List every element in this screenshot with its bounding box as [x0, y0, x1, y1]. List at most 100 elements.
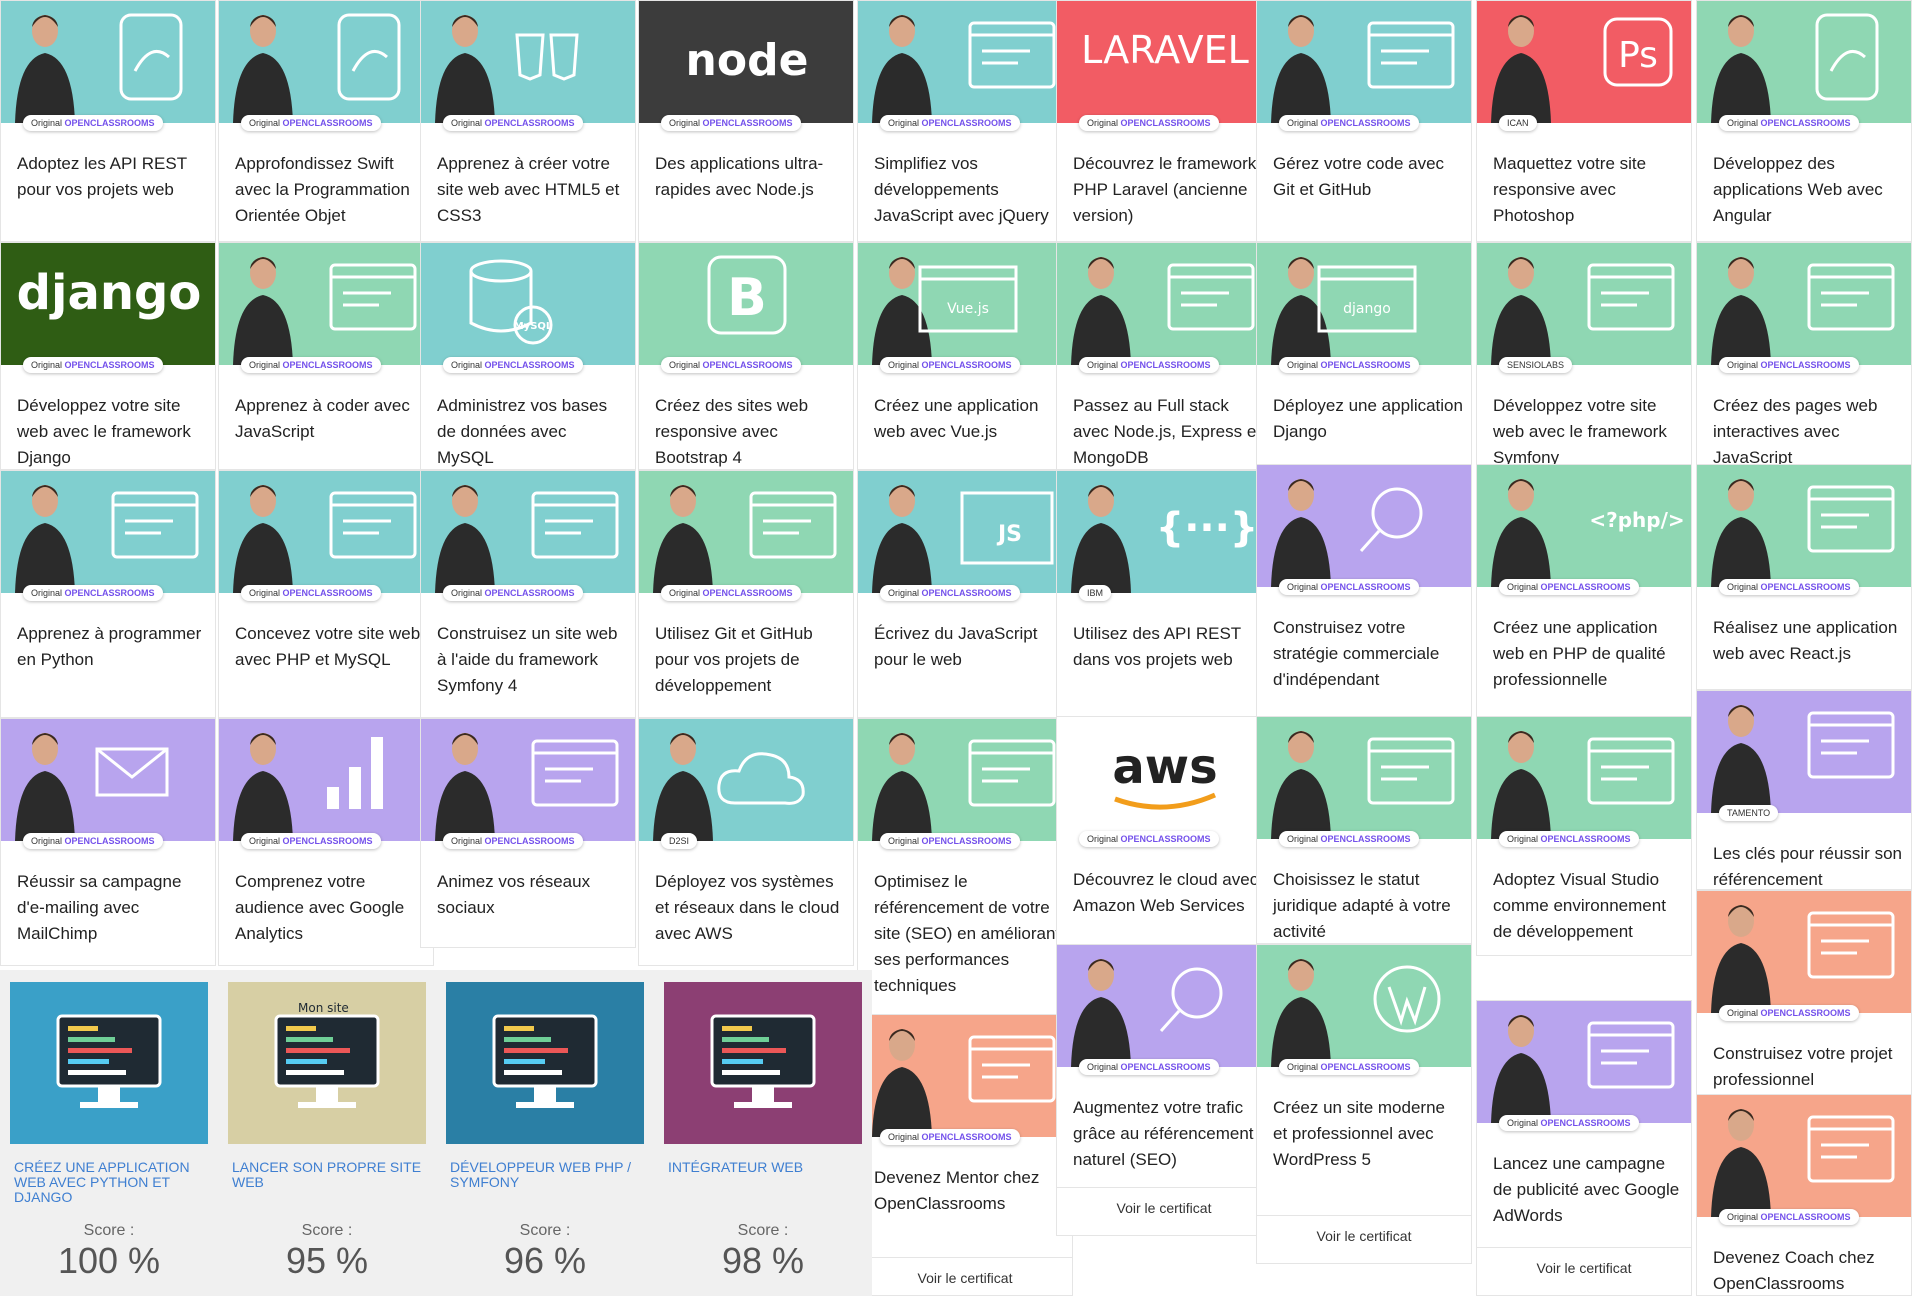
course-title[interactable]: Créez des sites web responsive avec Boot… — [655, 396, 809, 467]
course-title[interactable]: Les clés pour réussir son référencement — [1713, 844, 1902, 889]
course-title[interactable]: Développez votre site web avec le framew… — [1493, 396, 1667, 467]
course-card[interactable]: Original OPENCLASSROOMS Créez un site mod… — [1256, 944, 1472, 1264]
course-title[interactable]: Maquettez votre site responsive avec Pho… — [1493, 154, 1647, 225]
view-certificate-link[interactable]: Voir le certificat — [858, 1257, 1072, 1286]
course-title[interactable]: Écrivez du JavaScript pour le web — [874, 624, 1038, 669]
course-card[interactable]: Original OPENCLASSROOMS Simplifiez vos dé… — [857, 0, 1073, 242]
course-title[interactable]: Augmentez votre trafic grâce au référenc… — [1073, 1098, 1254, 1169]
course-title[interactable]: Concevez votre site web avec PHP et MySQ… — [235, 624, 421, 669]
course-title[interactable]: Optimisez le référencement de votre site… — [874, 872, 1061, 995]
course-title[interactable]: Administrez vos bases de données avec My… — [437, 396, 608, 467]
course-title[interactable]: Apprenez à créer votre site web avec HTM… — [437, 154, 620, 225]
course-title[interactable]: Devenez Coach chez OpenClassrooms — [1713, 1248, 1875, 1293]
course-title[interactable]: Comprenez votre audience avec Google Ana… — [235, 872, 405, 943]
view-certificate-link[interactable]: Voir le certificat — [1477, 1247, 1691, 1276]
course-card[interactable]: Original OPENCLASSROOMS Apprenez à coder … — [218, 242, 434, 470]
course-title[interactable]: Animez vos réseaux sociaux — [437, 872, 591, 917]
learning-path-card[interactable]: CRÉEZ UNE APPLICATION WEB AVEC PYTHON ET… — [0, 970, 218, 1296]
instructor-photo — [1491, 257, 1551, 365]
course-title[interactable]: Passez au Full stack avec Node.js, Expre… — [1073, 396, 1262, 467]
course-card[interactable]: JS Original OPENCLASSROOMS Écrivez du Java… — [857, 470, 1073, 718]
course-title[interactable]: Apprenez à programmer en Python — [17, 624, 202, 669]
course-card[interactable]: Original OPENCLASSROOMS Lancez une campag… — [1476, 1000, 1692, 1296]
course-card[interactable]: Original OPENCLASSROOMS Adoptez Visual St… — [1476, 716, 1692, 956]
course-title[interactable]: Réalisez une application web avec React.… — [1713, 618, 1898, 663]
course-title[interactable]: Construisez votre stratégie commerciale … — [1273, 618, 1440, 689]
course-title[interactable]: Développez votre site web avec le framew… — [17, 396, 191, 467]
course-card[interactable]: Vue.js Original OPENCLASSROOMS Créez une a… — [857, 242, 1073, 470]
view-certificate-link[interactable]: Voir le certificat — [1057, 1187, 1271, 1216]
course-card[interactable]: Original OPENCLASSROOMS Apprenez à créer … — [420, 0, 636, 242]
course-title[interactable]: Construisez votre projet professionnel — [1713, 1044, 1893, 1089]
course-card[interactable]: node Original OPENCLASSROOMS Des applicati… — [638, 0, 854, 242]
learning-path-card[interactable]: INTÉGRATEUR WEB Score :98 % — [654, 970, 872, 1296]
course-title[interactable]: Adoptez Visual Studio comme environnemen… — [1493, 870, 1666, 941]
course-title[interactable]: Déployez vos systèmes et réseaux dans le… — [655, 872, 840, 943]
course-title[interactable]: Construisez un site web à l'aide du fram… — [437, 624, 618, 695]
course-title[interactable]: Découvrez le framework PHP Laravel (anci… — [1073, 154, 1257, 225]
course-card[interactable]: Original OPENCLASSROOMS Devenez Coach che… — [1696, 1094, 1912, 1296]
view-certificate-link[interactable]: Voir le certificat — [1257, 1215, 1471, 1244]
learning-path-card[interactable]: Mon site LANCER SON PROPRE SITE WEB Score … — [218, 970, 436, 1296]
course-card[interactable]: Ps ICAN Maquettez votre site responsive av… — [1476, 0, 1692, 242]
course-card[interactable]: <?php/> Original OPENCLASSROOMS Créez une … — [1476, 464, 1692, 718]
course-card[interactable]: MySQL Original OPENCLASSROOMS Administrez … — [420, 242, 636, 470]
course-title[interactable]: Approfondissez Swift avec la Programmati… — [235, 154, 410, 225]
course-card[interactable]: Original OPENCLASSROOMS Comprenez votre a… — [218, 718, 434, 966]
course-card[interactable]: Original OPENCLASSROOMS Approfondissez Sw… — [218, 0, 434, 242]
course-card[interactable]: Original OPENCLASSROOMS Construisez votre… — [1696, 890, 1912, 1100]
course-card[interactable]: Original OPENCLASSROOMS Réussir sa campag… — [0, 718, 216, 966]
course-card[interactable]: Original OPENCLASSROOMS Passez au Full st… — [1056, 242, 1272, 470]
badge-brand: OPENCLASSROOMS — [484, 360, 575, 370]
course-card[interactable]: Original OPENCLASSROOMS Utilisez Git et G… — [638, 470, 854, 718]
course-title[interactable]: Simplifiez vos développements JavaScript… — [874, 154, 1049, 225]
course-card[interactable]: D2SI Déployez vos systèmes et réseaux dan… — [638, 718, 854, 966]
course-card[interactable]: Original OPENCLASSROOMS Devenez Mentor ch… — [857, 1014, 1073, 1296]
course-card[interactable]: Original OPENCLASSROOMS Augmentez votre t… — [1056, 944, 1272, 1236]
course-card[interactable]: Original OPENCLASSROOMS Construisez votre… — [1256, 464, 1472, 718]
course-title[interactable]: Des applications ultra-rapides avec Node… — [655, 154, 824, 199]
mentor-people-icon — [968, 1035, 1056, 1103]
course-card[interactable]: Original OPENCLASSROOMS Adoptez les API R… — [0, 0, 216, 242]
course-title[interactable]: Réussir sa campagne d'e-mailing avec Mai… — [17, 872, 182, 943]
course-card[interactable]: aws Original OPENCLASSROOMS Découvrez le c… — [1056, 716, 1272, 956]
course-title[interactable]: Créez des pages web interactives avec Ja… — [1713, 396, 1878, 467]
course-title[interactable]: Créez une application web avec Vue.js — [874, 396, 1039, 441]
path-title[interactable]: LANCER SON PROPRE SITE WEB — [232, 1159, 422, 1190]
path-title[interactable]: CRÉEZ UNE APPLICATION WEB AVEC PYTHON ET… — [14, 1159, 190, 1205]
course-card[interactable]: Original OPENCLASSROOMS Apprenez à progra… — [0, 470, 216, 718]
course-card[interactable]: Original OPENCLASSROOMS Développez des ap… — [1696, 0, 1912, 242]
course-card[interactable]: Original OPENCLASSROOMS Créez des pages w… — [1696, 242, 1912, 470]
course-card[interactable]: SENSIOLABS Développez votre site web avec… — [1476, 242, 1692, 470]
course-card[interactable]: TAMENTO Les clés pour réussir son référen… — [1696, 690, 1912, 890]
course-title[interactable]: Développez des applications Web avec Ang… — [1713, 154, 1883, 225]
course-card[interactable]: Original OPENCLASSROOMS Réalisez une appl… — [1696, 464, 1912, 690]
course-title[interactable]: Déployez une application Django — [1273, 396, 1463, 441]
course-card[interactable]: Original OPENCLASSROOMS Choisissez le sta… — [1256, 716, 1472, 944]
course-card[interactable]: Original OPENCLASSROOMS Gérez votre code … — [1256, 0, 1472, 242]
course-card[interactable]: LARAVEL Original OPENCLASSROOMS Découvrez … — [1056, 0, 1272, 242]
course-title[interactable]: Choisissez le statut juridique adapté à … — [1273, 870, 1451, 941]
course-title[interactable]: Créez une application web en PHP de qual… — [1493, 618, 1666, 689]
course-title[interactable]: Découvrez le cloud avec Amazon Web Servi… — [1073, 870, 1259, 915]
course-card[interactable]: Original OPENCLASSROOMS Concevez votre si… — [218, 470, 434, 718]
course-title[interactable]: Lancez une campagne de publicité avec Go… — [1493, 1154, 1680, 1225]
course-card[interactable]: {···} IBM Utilisez des API REST dans vos p… — [1056, 470, 1272, 718]
course-card[interactable]: django Original OPENCLASSROOMS Déployez un… — [1256, 242, 1472, 470]
course-title[interactable]: Créez un site moderne et professionnel a… — [1273, 1098, 1445, 1169]
course-card[interactable]: Original OPENCLASSROOMS Animez vos réseau… — [420, 718, 636, 948]
learning-path-card[interactable]: DÉVELOPPEUR WEB PHP / SYMFONY Score :96 % — [436, 970, 654, 1296]
course-title[interactable]: Gérez votre code avec Git et GitHub — [1273, 154, 1445, 199]
path-title[interactable]: DÉVELOPPEUR WEB PHP / SYMFONY — [450, 1159, 632, 1190]
course-card[interactable]: B Original OPENCLASSROOMS Créez des sites … — [638, 242, 854, 470]
course-card[interactable]: Original OPENCLASSROOMS Optimisez le réfé… — [857, 718, 1073, 1018]
course-title[interactable]: Apprenez à coder avec JavaScript — [235, 396, 410, 441]
course-title[interactable]: Utilisez des API REST dans vos projets w… — [1073, 624, 1241, 669]
course-card[interactable]: Original OPENCLASSROOMS Construisez un si… — [420, 470, 636, 718]
course-card[interactable]: django Original OPENCLASSROOMS Développez … — [0, 242, 216, 470]
path-title[interactable]: INTÉGRATEUR WEB — [668, 1159, 804, 1175]
course-title[interactable]: Adoptez les API REST pour vos projets we… — [17, 154, 187, 199]
badge-brand: OPENCLASSROOMS — [921, 588, 1012, 598]
course-title[interactable]: Devenez Mentor chez OpenClassrooms — [874, 1168, 1040, 1213]
course-title[interactable]: Utilisez Git et GitHub pour vos projets … — [655, 624, 813, 695]
